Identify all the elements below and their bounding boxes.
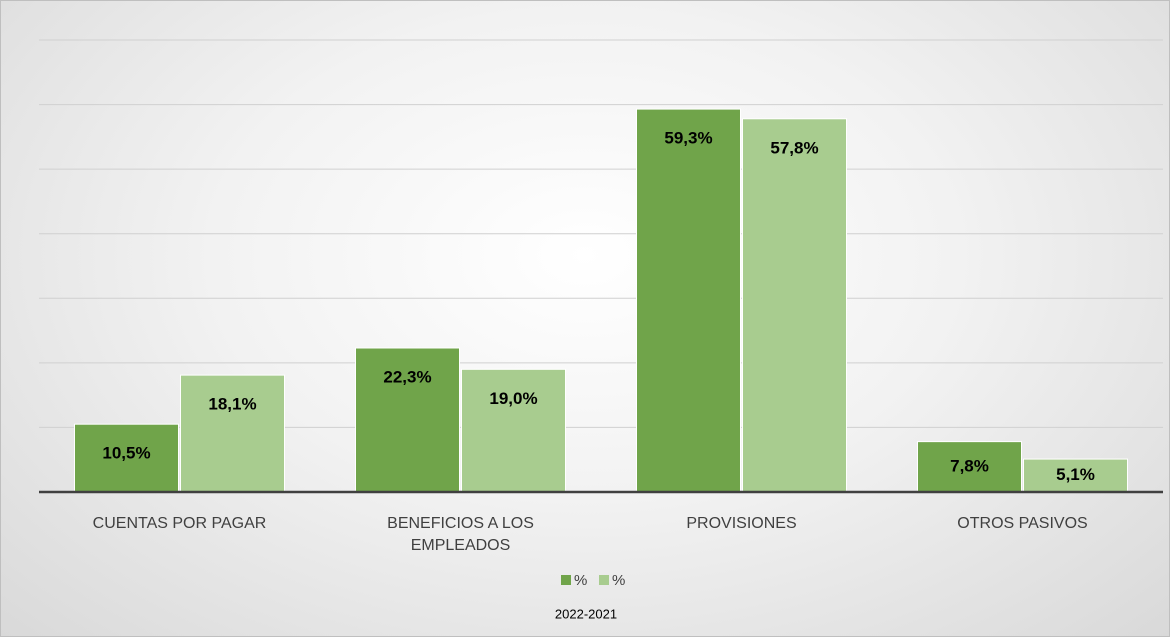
value-label: 22,3% <box>383 367 431 386</box>
bar <box>742 118 847 493</box>
value-label: 7,8% <box>950 456 989 475</box>
bar <box>355 347 460 493</box>
bar <box>461 368 566 493</box>
x-tick-label: BENEFICIOS A LOS EMPLEADOS <box>387 515 534 554</box>
x-tick-label: OTROS PASIVOS <box>957 515 1088 532</box>
value-label: 57,8% <box>770 138 818 157</box>
bar <box>180 374 285 493</box>
x-tick-label: CUENTAS POR PAGAR <box>92 515 267 532</box>
value-label: 19,0% <box>489 389 537 408</box>
bar <box>636 108 741 493</box>
legend-swatch <box>561 575 571 585</box>
value-label: 18,1% <box>208 395 256 414</box>
bar <box>74 423 179 493</box>
chart-title: 2022-2021 <box>555 606 617 621</box>
bar <box>917 441 1022 493</box>
value-label: 10,5% <box>102 444 150 463</box>
x-tick-label: PROVISIONES <box>686 515 797 532</box>
value-label: 59,3% <box>664 129 712 148</box>
legend-swatch <box>599 575 609 585</box>
legend-label: % <box>612 572 625 589</box>
legend-label: % <box>574 572 587 589</box>
bar <box>1023 458 1128 493</box>
value-label: 5,1% <box>1056 465 1095 484</box>
